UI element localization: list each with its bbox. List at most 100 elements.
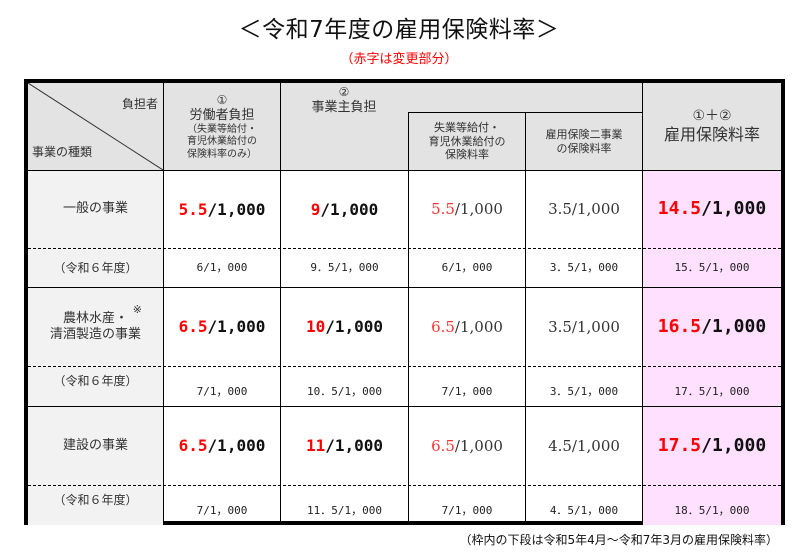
header-total-number: ①＋② — [692, 107, 732, 124]
rate-suffix: /1,000 — [701, 198, 767, 220]
grid-line — [408, 112, 642, 113]
changed-value: 6.5 — [178, 436, 208, 455]
grid-line — [163, 83, 164, 525]
header-sub-text: の保険料率 — [556, 141, 612, 155]
rate-worker: 6.5/1,000 — [164, 407, 280, 485]
prev-rate-employer: 10．5/1，000 — [307, 384, 382, 398]
row-label-agriculture: 農林水産・ ※ 清酒製造の事業 — [28, 288, 163, 366]
rate-two-projects: 3.5/1,000 — [548, 317, 620, 336]
rate-suffix: /1,000 — [701, 315, 767, 337]
prev-year-label: （令和６年度） — [53, 492, 138, 507]
changed-value: 6.5 — [178, 317, 208, 336]
rate-suffix: /1,000 — [207, 317, 266, 336]
rate-total: 17.5/1,000 — [643, 407, 781, 485]
header-worker-note: 保険料率のみ） — [187, 148, 257, 160]
changed-value: 5.5 — [431, 200, 455, 219]
table-header-bg — [28, 83, 781, 170]
header-employer-number: ② — [338, 85, 350, 99]
prev-rate-unemployment: 7/1，000 — [441, 503, 493, 517]
row-header-bg — [28, 171, 163, 525]
changed-value: 6.5 — [431, 317, 455, 336]
header-sub-text: 雇用保険二事業 — [545, 127, 623, 141]
grid-line — [28, 287, 781, 288]
changed-value: 17.5 — [657, 434, 702, 456]
rate-suffix: /1,000 — [454, 200, 503, 219]
header-employer-burden: ② 事業主負担 — [281, 85, 407, 125]
header-worker-note: （失業等給付・ — [187, 123, 257, 135]
header-employer-label: 事業主負担 — [311, 100, 377, 115]
header-sub-text: 失業等給付・ — [434, 120, 500, 134]
rate-suffix: /1,000 — [454, 436, 503, 455]
prev-rate-total: 15．5/1，000 — [674, 261, 750, 275]
rate-unemployment: 5.5/1,000 — [409, 171, 525, 248]
rate-suffix: /1,000 — [454, 317, 503, 336]
header-total-rate: ①＋② 雇用保険料率 — [643, 83, 781, 170]
rate-employer: 10/1,000 — [281, 288, 408, 366]
prev-rate-worker: 6/1，000 — [196, 261, 248, 275]
rate-unemployment: 6.5/1,000 — [409, 407, 525, 485]
header-sub-text: 育児休業給付の — [428, 134, 506, 148]
header-worker-note: 育児休業給付の — [187, 136, 257, 148]
prev-year-label: （令和６年度） — [53, 260, 138, 275]
grid-line — [408, 112, 409, 525]
prev-rate-two-projects: 3．5/1，000 — [549, 384, 619, 398]
header-sub-text: 保険料率 — [445, 148, 489, 162]
rate-worker: 5.5/1,000 — [164, 171, 280, 248]
footnote-mark: ※ — [132, 302, 142, 316]
changed-value: 9 — [310, 199, 321, 219]
prev-year-label: （令和６年度） — [53, 373, 138, 388]
grid-line — [280, 83, 281, 525]
rate-two-projects: 4.5/1,000 — [548, 436, 620, 455]
prev-rate-two-projects: 3．5/1，000 — [549, 261, 619, 275]
grid-line — [28, 170, 781, 171]
dashed-divider — [28, 248, 781, 249]
row-label-general: 一般の事業 — [62, 201, 128, 217]
row-label-line1: 農林水産・ — [62, 310, 128, 326]
rate-total: 16.5/1,000 — [643, 288, 781, 366]
changed-value: 16.5 — [657, 315, 702, 337]
row-label-construction: 建設の事業 — [62, 437, 128, 453]
grid-line — [28, 406, 781, 407]
dashed-divider — [28, 366, 781, 367]
corner-label-business-type: 事業の種類 — [32, 144, 93, 159]
page-subtitle: （赤字は変更部分） — [340, 52, 458, 67]
changed-value: 14.5 — [657, 198, 702, 220]
total-column-bg — [643, 171, 781, 525]
header-unemployment-rate: 失業等給付・ 育児休業給付の 保険料率 — [409, 113, 525, 170]
grid-line — [525, 112, 526, 525]
prev-rate-two-projects: 4．5/1，000 — [549, 503, 619, 517]
prev-rate-total: 18．5/1，000 — [674, 503, 750, 517]
rate-suffix: /1,000 — [325, 436, 384, 455]
prev-rate-total: 17．5/1，000 — [674, 384, 750, 398]
footnote: （枠内の下段は令和5年4月～令和7年3月の雇用保険料率） — [459, 533, 778, 547]
rate-suffix: /1,000 — [325, 317, 384, 336]
insurance-rate-table: 負担者 事業の種類 ① 労働者負担 （失業等給付・ 育児休業給付の 保険料率のみ… — [24, 79, 785, 525]
changed-value: 11 — [305, 436, 326, 455]
rate-employer: 9/1,000 — [281, 171, 408, 248]
rate-suffix: /1,000 — [207, 436, 266, 455]
changed-value: 10 — [305, 317, 326, 336]
prev-rate-employer: 11．5/1，000 — [307, 503, 382, 517]
rate-employer: 11/1,000 — [281, 407, 408, 485]
rate-worker: 6.5/1,000 — [164, 288, 280, 366]
rate-unemployment: 6.5/1,000 — [409, 288, 525, 366]
header-worker-label: 労働者負担 — [189, 107, 255, 123]
grid-line — [642, 83, 643, 525]
prev-rate-employer: 9．5/1，000 — [310, 261, 379, 275]
corner-label-payer: 負担者 — [121, 96, 158, 111]
rate-two-projects: 3.5/1,000 — [548, 200, 620, 219]
rate-total: 14.5/1,000 — [643, 171, 781, 248]
dashed-divider — [28, 485, 781, 486]
page-title: ＜令和7年度の雇用保険料率＞ — [238, 17, 560, 43]
row-label-line2: 清酒製造の事業 — [49, 327, 141, 342]
rate-suffix: /1,000 — [207, 199, 266, 219]
header-total-label: 雇用保険料率 — [663, 125, 760, 145]
prev-rate-worker: 7/1，000 — [196, 503, 248, 517]
header-worker-burden: ① 労働者負担 （失業等給付・ 育児休業給付の 保険料率のみ） — [164, 85, 280, 169]
prev-rate-unemployment: 7/1，000 — [441, 384, 493, 398]
rate-suffix: /1,000 — [320, 199, 379, 219]
header-two-projects-rate: 雇用保険二事業 の保険料率 — [526, 113, 642, 170]
prev-rate-worker: 7/1，000 — [196, 384, 248, 398]
changed-value: 5.5 — [178, 199, 208, 219]
changed-value: 6.5 — [431, 436, 455, 455]
